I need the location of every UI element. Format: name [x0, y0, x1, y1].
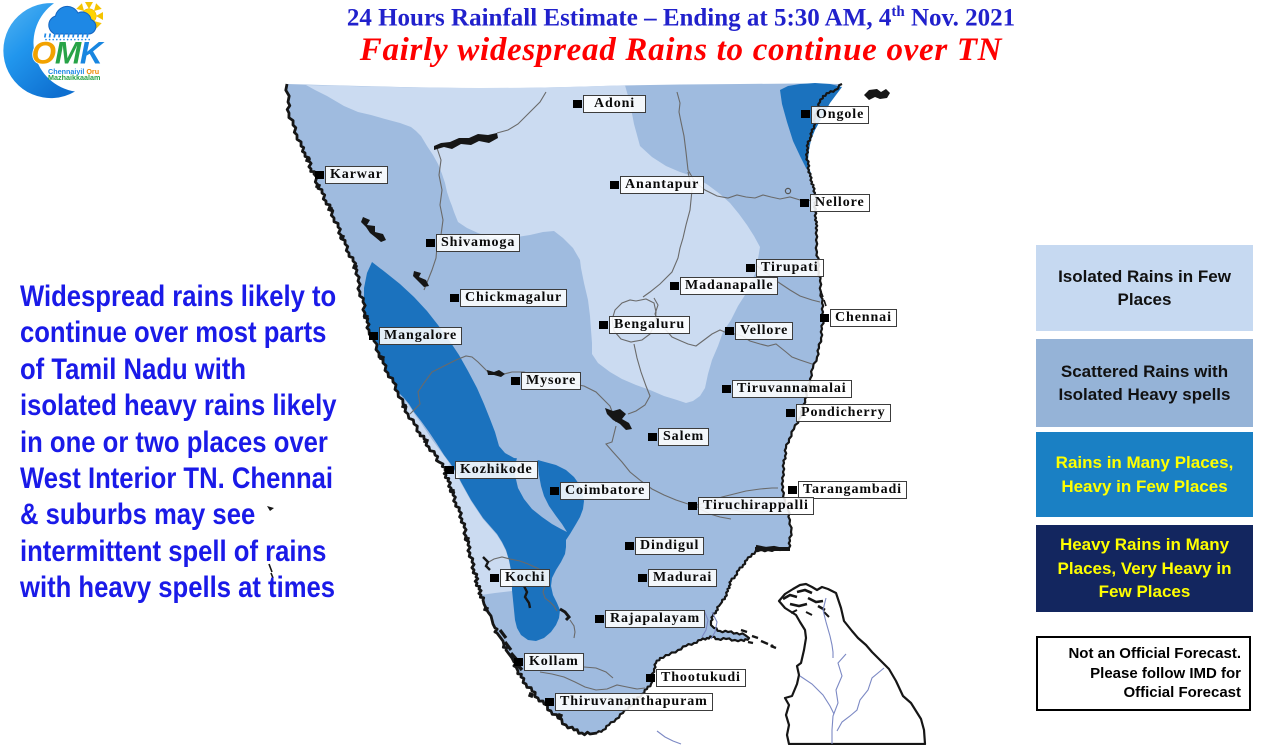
svg-text:Mazhaikkaalam: Mazhaikkaalam [48, 73, 100, 82]
svg-text:OMK: OMK [32, 35, 105, 71]
svg-text:Chennaiyil Oru: Chennaiyil Oru [48, 67, 99, 76]
